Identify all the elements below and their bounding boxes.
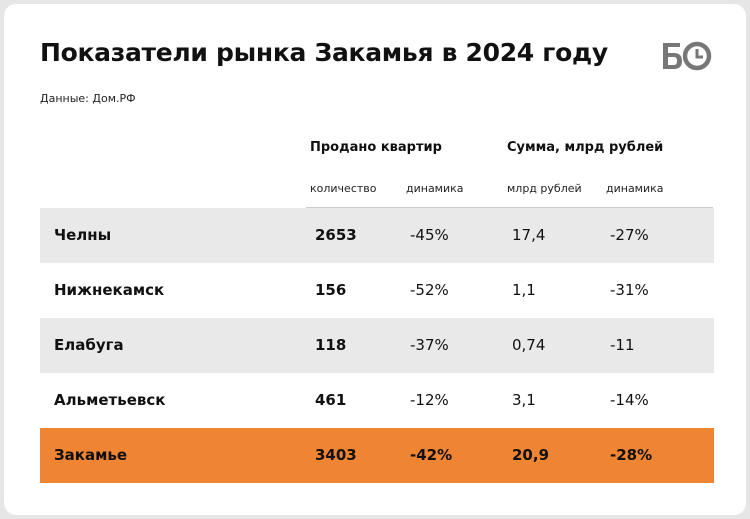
row-count-change: -42% [410,446,453,464]
row-sum: 0,74 [512,336,546,354]
page-title: Показатели рынка Закамья в 2024 году [40,38,608,67]
row-name: Нижнекамск [54,281,165,299]
row-count-change: -12% [410,391,449,409]
bo-logo [663,41,712,71]
infographic-card: Показатели рынка Закамья в 2024 году Дан… [4,4,746,515]
row-name: Елабуга [54,336,124,354]
row-name: Альметьевск [54,391,166,409]
header-divider [306,207,713,208]
table-row-total: Закамье 3403 -42% 20,9 -28% [40,428,714,483]
row-sum-change: -28% [610,446,653,464]
row-count-change: -45% [410,226,449,244]
subheader-count-change: динамика [406,182,464,195]
row-sum: 1,1 [512,281,536,299]
row-count: 2653 [315,226,357,244]
subheader-sum: млрд рублей [507,182,582,195]
subheader-sum-change: динамика [606,182,664,195]
subheader-count: количество [310,182,377,195]
row-sum: 3,1 [512,391,536,409]
row-count-change: -37% [410,336,449,354]
table-row: Елабуга 118 -37% 0,74 -11 [40,318,714,373]
row-count: 118 [315,336,347,354]
table-row: Альметьевск 461 -12% 3,1 -14% [40,373,714,428]
row-sum-change: -14% [610,391,649,409]
header-sum: Сумма, млрд рублей [507,140,664,155]
row-count-change: -52% [410,281,449,299]
row-count: 461 [315,391,347,409]
row-sum-change: -31% [610,281,649,299]
row-sum-change: -11 [610,336,635,354]
row-name: Закамье [54,446,128,464]
table-row: Нижнекамск 156 -52% 1,1 -31% [40,263,714,318]
row-count: 3403 [315,446,357,464]
table-row: Челны 2653 -45% 17,4 -27% [40,208,714,263]
row-count: 156 [315,281,347,299]
row-sum: 17,4 [512,226,546,244]
source-note: Данные: Дом.РФ [40,92,136,105]
row-name: Челны [54,226,112,244]
row-sum-change: -27% [610,226,649,244]
row-sum: 20,9 [512,446,550,464]
data-table: Челны 2653 -45% 17,4 -27% Нижнекамск 156… [40,208,714,483]
header-sold-apartments: Продано квартир [310,140,442,155]
